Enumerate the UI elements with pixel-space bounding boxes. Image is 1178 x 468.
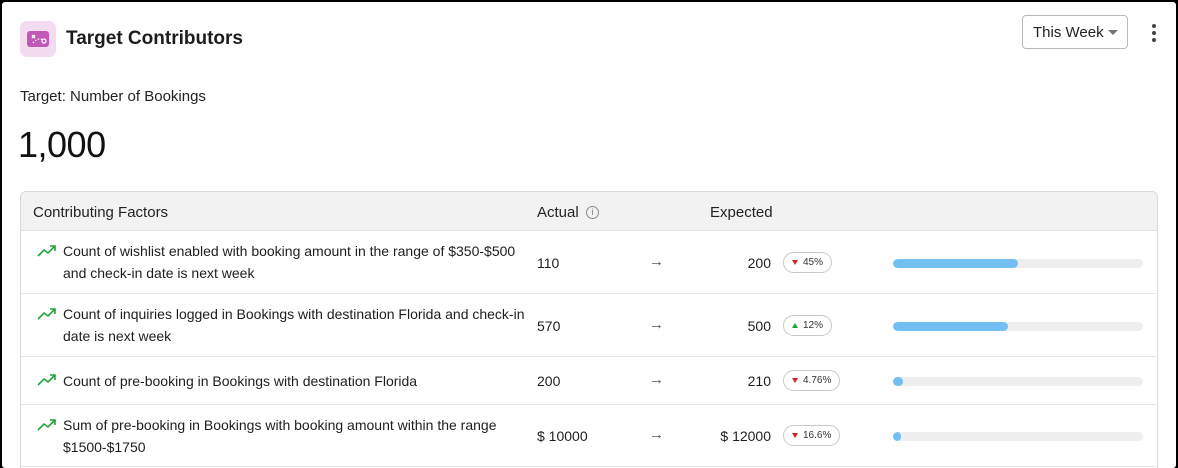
table-header: Contributing Factors Actual i Expected xyxy=(21,192,1157,231)
more-options-icon[interactable] xyxy=(1148,22,1160,44)
target-label: Target: Number of Bookings xyxy=(20,88,206,105)
trend-up-icon xyxy=(37,418,57,435)
arrow-right-icon: → xyxy=(649,315,664,333)
expected-value: 210 xyxy=(747,373,771,389)
progress-fill xyxy=(893,258,1018,268)
expected-value: 200 xyxy=(747,254,771,271)
contributors-table: Contributing Factors Actual i Expected C… xyxy=(20,191,1158,468)
arrow-up-icon xyxy=(792,322,798,328)
factor-label: Count of pre-booking in Bookings with de… xyxy=(63,373,418,389)
arrow-right-icon: → xyxy=(649,426,664,443)
widget-logo-icon xyxy=(20,21,56,57)
actual-value: 200 xyxy=(537,373,561,389)
column-header-factors: Contributing Factors xyxy=(33,204,169,221)
trend-up-icon xyxy=(37,307,57,324)
change-percent: 45% xyxy=(803,256,824,268)
change-percent: 12% xyxy=(803,319,824,331)
actual-value: 110 xyxy=(537,254,560,271)
column-header-actual: Actual xyxy=(537,204,579,221)
progress-fill xyxy=(893,377,903,386)
arrow-down-icon xyxy=(792,378,798,383)
period-dropdown-value: This Week xyxy=(1033,23,1104,41)
arrow-right-icon: → xyxy=(649,371,664,388)
actual-value: 570 xyxy=(537,317,561,334)
progress-bar xyxy=(893,432,1143,441)
target-value: 1,000 xyxy=(18,124,106,165)
expected-value: 500 xyxy=(747,317,771,334)
table-body: Count of wishlist enabled with booking a… xyxy=(21,231,1157,467)
change-percent: 4.76% xyxy=(803,375,832,386)
change-badge: 16.6% xyxy=(783,425,841,446)
progress-fill xyxy=(893,321,1008,331)
chevron-down-icon xyxy=(1108,30,1118,35)
arrow-down-icon xyxy=(792,259,798,265)
arrow-down-icon xyxy=(792,433,798,438)
factor-label: Count of inquiries logged in Bookings wi… xyxy=(63,306,525,344)
column-header-expected: Expected xyxy=(710,204,773,221)
progress-fill xyxy=(893,432,901,441)
table-row: Sum of pre-booking in Bookings with book… xyxy=(21,405,1157,467)
arrow-right-icon: → xyxy=(649,252,664,270)
trend-up-icon xyxy=(37,244,57,261)
progress-bar xyxy=(893,321,1143,331)
table-row: Count of wishlist enabled with booking a… xyxy=(21,231,1157,294)
factor-label: Sum of pre-booking in Bookings with book… xyxy=(63,417,497,455)
change-badge: 45% xyxy=(783,251,833,273)
change-badge: 4.76% xyxy=(783,370,841,391)
period-dropdown[interactable]: This Week xyxy=(1022,15,1128,49)
table-row: Count of inquiries logged in Bookings wi… xyxy=(21,294,1157,357)
factor-label: Count of wishlist enabled with booking a… xyxy=(63,243,516,281)
widget-title: Target Contributors xyxy=(66,28,243,49)
progress-bar xyxy=(893,258,1143,268)
change-badge: 12% xyxy=(783,314,833,336)
actual-value: $ 10000 xyxy=(537,428,588,444)
info-icon[interactable]: i xyxy=(586,206,599,219)
expected-value: $ 12000 xyxy=(720,428,771,444)
progress-bar xyxy=(893,377,1143,386)
change-percent: 16.6% xyxy=(803,430,832,441)
widget-header: Target Contributors xyxy=(20,20,243,58)
trend-up-icon xyxy=(37,373,57,390)
table-row: Count of pre-booking in Bookings with de… xyxy=(21,357,1157,405)
